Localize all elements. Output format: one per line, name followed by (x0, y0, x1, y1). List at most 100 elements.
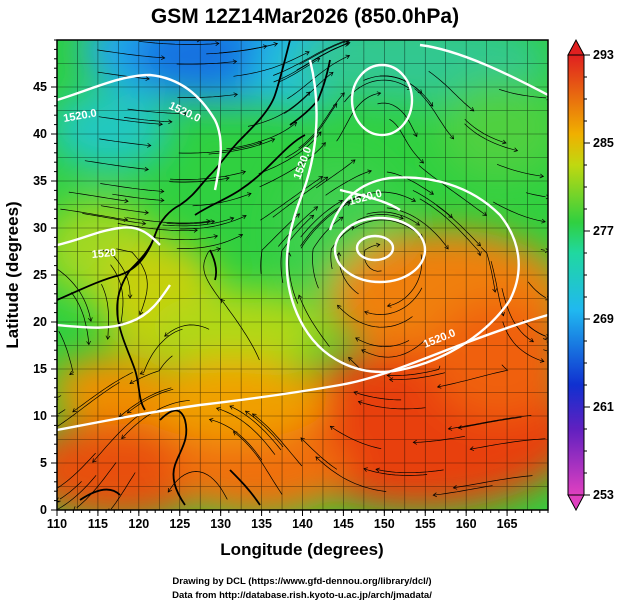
streamline-arrowhead (337, 304, 342, 310)
streamline-arrowhead (399, 215, 404, 220)
streamline (216, 407, 276, 455)
streamline (59, 481, 82, 500)
streamline-arrowhead (340, 92, 345, 97)
streamline (92, 413, 141, 463)
streamline-arrowhead (452, 485, 458, 490)
lat-lon-grid (57, 40, 548, 510)
streamline-arrowhead (300, 437, 305, 442)
streamline (84, 160, 149, 170)
streamline-arrowhead (357, 400, 363, 405)
y-tick-label: 10 (33, 409, 47, 423)
streamline (493, 201, 546, 223)
streamline (247, 91, 311, 127)
streamline (413, 435, 465, 443)
streamline (110, 264, 124, 326)
streamline (389, 118, 424, 164)
contour-label: 1520 (91, 247, 116, 261)
streamline (366, 211, 420, 226)
streamline (245, 410, 284, 448)
streamline (127, 388, 174, 414)
streamline (277, 58, 320, 83)
streamline (298, 92, 345, 149)
streamline (377, 102, 418, 137)
y-axis-ticks (51, 39, 57, 511)
x-tick-label: 115 (88, 517, 108, 531)
streamline-arrowhead (69, 370, 74, 376)
streamline-arrowhead (412, 439, 417, 445)
streamline (356, 214, 404, 221)
streamline-arrowhead (229, 216, 235, 222)
streamline (418, 165, 487, 216)
streamline-arrowhead (215, 41, 220, 46)
streamline-arrowhead (297, 294, 303, 300)
streamline (278, 206, 318, 247)
y-tick-label: 0 (40, 503, 47, 517)
streamline (358, 401, 426, 410)
streamline (325, 170, 372, 196)
streamline-arrowhead (57, 412, 60, 417)
streamline (164, 324, 210, 337)
map-title: GSM 12Z14Mar2026 (850.0hPa) (151, 5, 459, 28)
streamline-arrowhead (158, 121, 163, 127)
streamline (448, 415, 532, 430)
x-tick-label: 140 (292, 517, 313, 531)
streamline (490, 261, 504, 316)
streamline-arrowhead (477, 251, 482, 257)
streamline-arrowhead (411, 197, 417, 202)
streamline (76, 462, 117, 508)
streamline (543, 349, 548, 352)
streamline-arrowhead (388, 377, 394, 382)
streamline (480, 247, 496, 293)
streamline-arrowhead (220, 298, 226, 304)
streamline-arrowhead (315, 456, 320, 461)
streamline (68, 191, 129, 202)
streamline-arrowhead (216, 247, 221, 252)
streamline (60, 208, 128, 221)
streamline (525, 192, 546, 198)
streamline-arrowhead (193, 227, 198, 233)
streamline (453, 475, 533, 489)
credit-data-source: Data from http://database.rish.kyoto-u.a… (172, 590, 432, 601)
streamline-arrowhead (500, 311, 505, 317)
streamline (315, 456, 387, 492)
streamline-arrowhead (124, 198, 129, 204)
streamline (364, 287, 423, 315)
streamline-arrowhead (447, 426, 453, 431)
streamline (57, 268, 92, 322)
colorbar: 253 261 269 277 285 293 (567, 38, 614, 512)
streamline (542, 338, 547, 341)
streamline-arrowhead (361, 349, 366, 354)
streamline (433, 485, 493, 496)
streamline-arrowhead (206, 219, 211, 224)
streamline (363, 468, 428, 476)
streamline-arrowhead (92, 458, 97, 463)
streamline (70, 292, 90, 345)
streamline-arrowhead (257, 141, 263, 146)
streamline-arrowhead (539, 173, 545, 179)
y-tick-label: 45 (33, 80, 47, 94)
streamline (209, 419, 263, 461)
y-tick-label: 40 (33, 127, 47, 141)
streamline-arrowhead (492, 288, 498, 293)
colorbar-bottom-arrow (567, 494, 585, 512)
streamline (300, 196, 362, 247)
streamline-arrowhead (469, 106, 475, 112)
streamline-arrowhead (251, 413, 257, 418)
streamline (110, 472, 136, 510)
streamline-arrowhead (332, 103, 338, 108)
x-tick-label: 145 (333, 517, 354, 531)
streamline-arrowhead (444, 244, 449, 250)
streamline (101, 284, 109, 340)
streamline-arrowhead (295, 213, 301, 218)
colorbar-label: 269 (593, 312, 614, 326)
streamline-arrowhead (215, 406, 221, 412)
coastlines (57, 40, 331, 506)
streamline (100, 205, 149, 214)
streamline (330, 426, 382, 450)
streamline (300, 437, 338, 470)
streamline (226, 122, 297, 150)
streamline (338, 252, 359, 295)
streamline-arrowhead (126, 409, 132, 414)
streamline-arrowhead (141, 221, 147, 226)
streamline-arrowhead (529, 338, 534, 343)
